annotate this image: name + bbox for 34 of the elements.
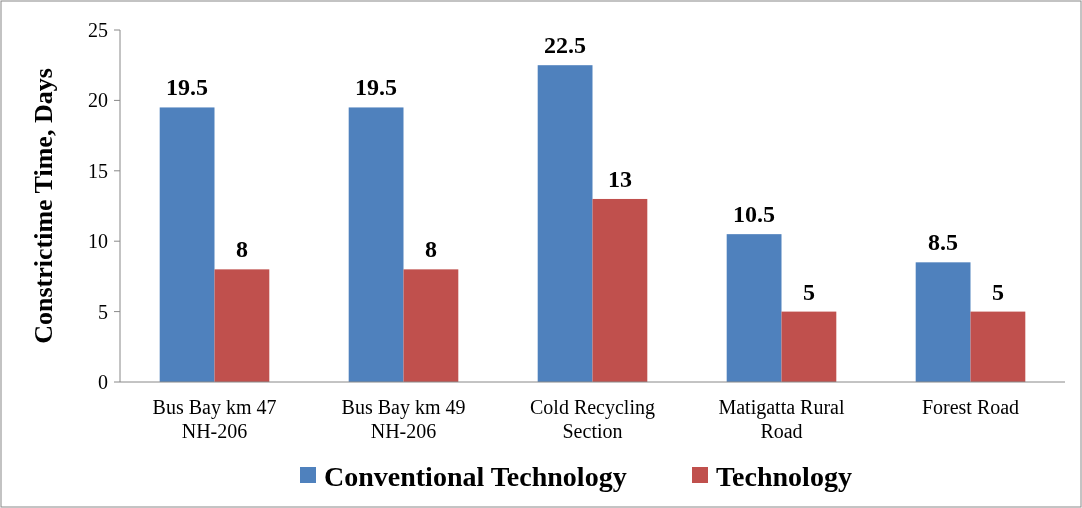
- x-tick-label: Matigatta Rural Road: [718, 396, 845, 442]
- legend-label: Conventional Technology: [324, 460, 627, 492]
- bar: [915, 262, 971, 382]
- data-label: 19.5: [355, 74, 398, 101]
- data-label: 13: [607, 165, 632, 192]
- bar: [970, 311, 1026, 382]
- data-label: 19.5: [166, 74, 209, 101]
- data-label: 5: [991, 278, 1004, 305]
- x-tick-label: Cold Recycling Section: [530, 396, 655, 442]
- y-axis-title: Constrictime Time, Days: [29, 68, 58, 344]
- data-label: 8: [235, 236, 248, 263]
- y-tick-label: 10: [88, 230, 108, 253]
- legend-label: Technology: [716, 460, 852, 492]
- bar: [159, 107, 215, 382]
- y-tick-label: 25: [88, 19, 108, 41]
- x-tick-label: Bus Bay km 47 NH-206: [152, 396, 277, 442]
- bar: [726, 234, 782, 382]
- bar: [348, 107, 404, 382]
- data-label: 8.5: [928, 229, 959, 256]
- bar: [403, 269, 459, 382]
- y-tick-label: 20: [88, 89, 108, 112]
- bar: [214, 269, 270, 382]
- bar: [537, 65, 593, 382]
- y-tick-label: 15: [88, 159, 108, 182]
- bar: [592, 198, 648, 382]
- x-tick-label: Forest Road: [921, 396, 1020, 418]
- data-label: 5: [802, 278, 815, 305]
- data-label: 22.5: [544, 32, 587, 59]
- bar: [781, 311, 837, 382]
- x-tick-label: Bus Bay km 49 NH-206: [341, 396, 466, 442]
- data-label: 10.5: [733, 201, 776, 228]
- y-tick-label: 5: [98, 300, 108, 323]
- data-label: 8: [424, 236, 437, 263]
- y-tick-label: 0: [98, 371, 108, 393]
